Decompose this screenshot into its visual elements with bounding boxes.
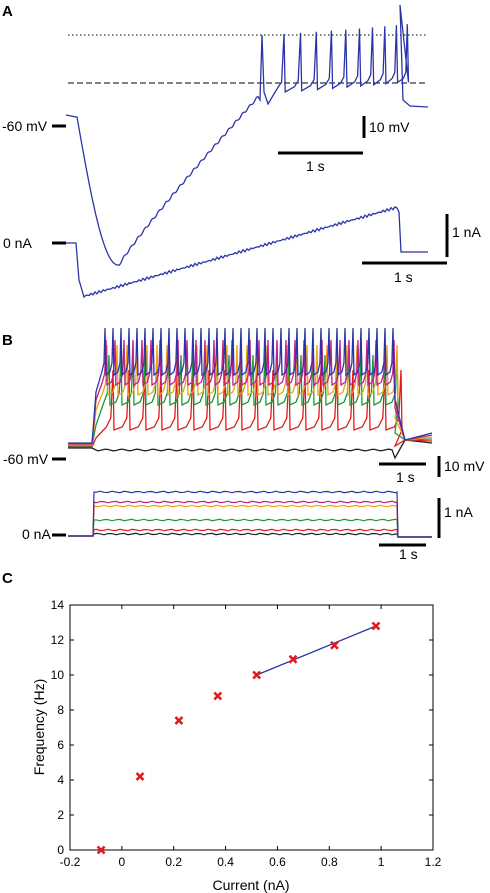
panel-b-current-trace xyxy=(68,518,432,538)
y-tick-label: 12 xyxy=(51,633,65,647)
y-tick-label: 4 xyxy=(57,773,64,787)
panel-b-current-trace xyxy=(68,528,432,538)
panel-b-voltage-trace xyxy=(68,327,433,444)
y-tick-label: 8 xyxy=(57,703,64,717)
x-tick-label: -0.2 xyxy=(60,855,81,869)
data-point-marker xyxy=(371,621,381,631)
panel-b-voltage-scale-label: 10 mV xyxy=(444,458,485,474)
panel-b: B -60 mV 0 nA 10 mV 1 s 1 nA 1 s xyxy=(2,327,485,562)
panel-b-voltage-trace xyxy=(68,439,433,460)
panel-a-label: A xyxy=(2,3,13,20)
panel-b-current-trace xyxy=(68,500,432,538)
panel-a-time-scale-label-2: 1 s xyxy=(394,269,413,285)
panel-a: A -60 mV 0 nA 10 mV 1 s 1 nA 1 s xyxy=(2,3,481,299)
fit-line xyxy=(256,625,377,676)
x-axis-label: Current (nA) xyxy=(212,877,289,893)
data-point-marker xyxy=(135,772,145,781)
data-point-marker xyxy=(288,654,298,664)
y-tick-label: 0 xyxy=(57,843,64,857)
panel-a-current-trace xyxy=(66,206,428,299)
plot-area-frame xyxy=(69,604,434,851)
panel-a-current-level-label: 0 nA xyxy=(3,235,32,251)
panel-b-current-trace xyxy=(68,490,432,538)
panel-b-time-scale-label-2: 1 s xyxy=(399,546,418,562)
data-point-marker xyxy=(330,640,339,650)
panel-b-current-trace xyxy=(68,532,432,538)
panel-a-voltage-level-label: -60 mV xyxy=(2,118,48,134)
panel-b-current-traces xyxy=(68,490,432,538)
panel-b-label: B xyxy=(2,332,13,349)
panel-b-current-level-label: 0 nA xyxy=(22,526,51,542)
panel-b-time-scale-label: 1 s xyxy=(396,469,415,485)
data-point-marker xyxy=(96,845,106,855)
x-tick-label: 1.2 xyxy=(425,855,442,869)
panel-a-current-scale-label: 1 nA xyxy=(452,224,481,240)
x-tick-label: 0.6 xyxy=(269,855,286,869)
x-tick-label: 1 xyxy=(378,855,385,869)
y-tick-label: 2 xyxy=(57,808,64,822)
y-tick-label: 10 xyxy=(51,668,65,682)
x-tick-label: 0.2 xyxy=(165,855,182,869)
x-tick-label: 0 xyxy=(119,855,126,869)
panel-a-time-scale-label: 1 s xyxy=(306,158,325,174)
panel-a-voltage-scale-label: 10 mV xyxy=(369,119,410,135)
y-tick-label: 6 xyxy=(57,738,64,752)
panel-b-current-scale-label: 1 nA xyxy=(444,504,473,520)
panel-b-voltage-traces xyxy=(68,327,433,460)
panel-b-voltage-level-label: -60 mV xyxy=(3,451,49,467)
x-tick-label: 0.4 xyxy=(217,855,234,869)
data-point-marker xyxy=(213,691,223,701)
data-marks xyxy=(96,621,381,855)
data-point-marker xyxy=(174,716,184,725)
y-axis-label: Frequency (Hz) xyxy=(31,679,47,775)
x-tick-label: 0.8 xyxy=(321,855,338,869)
data-point-marker xyxy=(252,670,262,680)
panel-b-current-trace xyxy=(68,504,432,538)
panel-a-voltage-trace xyxy=(65,4,429,267)
y-tick-label: 14 xyxy=(51,598,65,612)
panel-c-label: C xyxy=(2,570,13,587)
